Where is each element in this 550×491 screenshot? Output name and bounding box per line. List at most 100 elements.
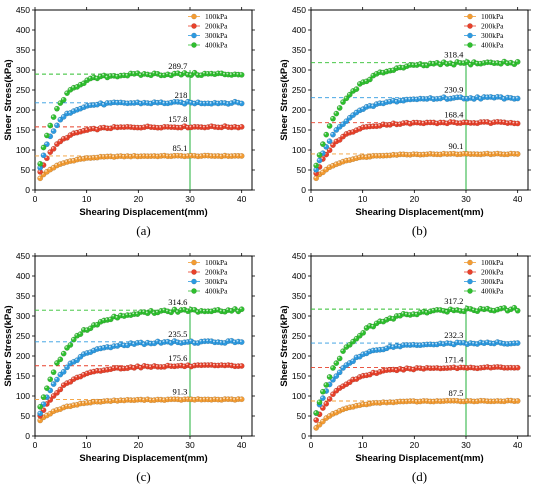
x-tick-label: 10: [82, 194, 92, 204]
data-point-highlight: [226, 308, 229, 311]
data-point-highlight: [85, 78, 88, 81]
data-point-highlight: [408, 343, 411, 346]
y-tick-label: 300: [292, 311, 306, 321]
data-point-highlight: [169, 341, 172, 343]
data-point: [238, 339, 245, 345]
data-point-highlight: [199, 125, 202, 128]
data-point-highlight: [468, 399, 471, 401]
data-point-highlight: [398, 152, 401, 155]
data-point-highlight: [374, 400, 377, 403]
data-point-highlight: [351, 359, 354, 362]
data-point-highlight: [82, 352, 84, 355]
data-point-highlight: [92, 399, 94, 402]
data-point-highlight: [142, 364, 145, 366]
data-point-highlight: [125, 154, 128, 157]
data-point-highlight: [358, 333, 360, 336]
data-point-highlight: [132, 366, 135, 368]
data-point-highlight: [122, 343, 125, 346]
data-point-highlight: [347, 361, 350, 363]
data-point-highlight: [118, 398, 121, 401]
data-point-highlight: [344, 158, 347, 161]
data-point-highlight: [179, 154, 182, 156]
data-point: [319, 141, 326, 148]
data-point-highlight: [421, 309, 424, 312]
data-point-highlight: [45, 386, 47, 389]
data-point-highlight: [358, 354, 360, 357]
data-point-highlight: [186, 309, 188, 312]
data-point-highlight: [159, 365, 162, 367]
data-point: [40, 394, 47, 401]
data-point-highlight: [71, 85, 74, 88]
data-point-highlight: [61, 370, 64, 372]
data-point-highlight: [321, 170, 323, 173]
data-point-highlight: [455, 340, 458, 343]
data-point-highlight: [155, 339, 158, 342]
data-point-highlight: [213, 72, 215, 75]
data-point-highlight: [445, 341, 448, 344]
data-point: [50, 369, 57, 376]
data-point-highlight: [482, 152, 485, 154]
data-point-highlight: [196, 341, 199, 344]
data-point-highlight: [165, 72, 168, 75]
data-point-highlight: [384, 153, 387, 156]
data-point-highlight: [182, 101, 185, 104]
data-point-highlight: [216, 101, 219, 104]
data-point-highlight: [45, 133, 47, 136]
data-point-highlight: [324, 401, 327, 404]
data-point-highlight: [321, 389, 323, 392]
data-point-highlight: [199, 363, 202, 366]
data-point-highlight: [145, 340, 148, 343]
data-point-highlight: [65, 381, 68, 384]
data-point-highlight: [229, 154, 232, 157]
y-tick-label: 100: [292, 145, 306, 155]
data-point-highlight: [196, 125, 199, 127]
data-point-highlight: [495, 61, 498, 63]
data-point-highlight: [61, 405, 64, 408]
data-point-highlight: [334, 374, 337, 377]
data-point-highlight: [61, 136, 64, 139]
data-point: [238, 306, 245, 313]
data-point-highlight: [482, 365, 485, 368]
data-point-highlight: [186, 99, 188, 102]
data-point-highlight: [489, 121, 491, 124]
data-point: [316, 399, 323, 406]
data-point-highlight: [354, 403, 357, 406]
data-point: [326, 138, 333, 145]
data-point: [43, 132, 50, 139]
data-point-highlight: [88, 326, 91, 329]
data-point-highlight: [314, 426, 317, 428]
data-point-highlight: [364, 155, 367, 158]
data-point-highlight: [68, 380, 71, 382]
data-point-highlight: [129, 71, 131, 74]
data-point-highlight: [394, 153, 397, 156]
data-point-highlight: [95, 102, 98, 105]
data-point-highlight: [192, 308, 195, 310]
data-point-highlight: [142, 100, 145, 103]
data-point-highlight: [118, 342, 121, 345]
data-point-highlight: [331, 366, 333, 368]
legend-entry: 400kPa: [205, 41, 228, 50]
y-tick-label: 200: [16, 105, 30, 115]
data-point-highlight: [428, 96, 431, 99]
data-point-highlight: [179, 398, 182, 400]
data-point-highlight: [368, 103, 370, 106]
data-point-highlight: [155, 100, 158, 103]
data-point-highlight: [71, 131, 74, 134]
data-point-highlight: [327, 124, 330, 126]
data-point-highlight: [176, 153, 178, 156]
data-point-highlight: [189, 307, 192, 310]
series-100kPa: [37, 396, 245, 424]
data-point-highlight: [135, 154, 138, 157]
data-point-highlight: [176, 397, 178, 400]
data-point-highlight: [327, 139, 330, 142]
data-point-highlight: [408, 63, 411, 65]
data-point-highlight: [202, 101, 205, 104]
data-point-highlight: [68, 111, 71, 114]
data-point-highlight: [159, 73, 162, 76]
data-point-highlight: [108, 154, 111, 157]
y-tick-label: 350: [292, 45, 306, 55]
data-point-highlight: [139, 365, 141, 368]
value-annotation: 232.3: [444, 330, 463, 340]
value-annotation: 235.5: [168, 329, 187, 339]
data-point-highlight: [435, 121, 438, 124]
